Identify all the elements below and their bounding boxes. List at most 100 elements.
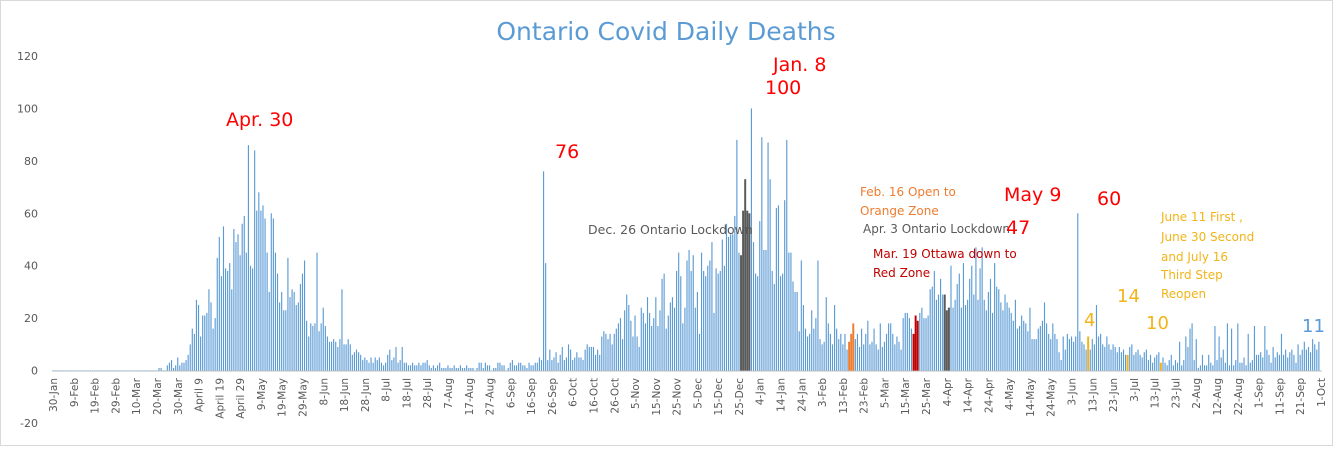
bar — [561, 346, 563, 371]
bar — [1247, 333, 1249, 371]
bar — [983, 299, 985, 371]
bar — [698, 333, 701, 371]
annotation-reopen-line2: June 30 Second — [1160, 230, 1254, 244]
bar — [310, 323, 312, 371]
bar — [424, 362, 426, 371]
bar — [1118, 346, 1120, 371]
x-tick-label: 18-Jun — [339, 378, 351, 412]
bar — [979, 268, 981, 371]
bar — [403, 362, 405, 371]
bar — [362, 360, 364, 371]
bar — [1097, 336, 1100, 371]
bar — [1048, 333, 1050, 371]
bar — [376, 360, 378, 371]
bar — [443, 367, 445, 371]
bar — [806, 336, 809, 371]
bar — [1025, 323, 1027, 371]
bar — [1093, 344, 1095, 371]
bar — [555, 352, 557, 371]
bar — [709, 260, 711, 371]
bar — [1141, 357, 1143, 371]
bar — [318, 331, 320, 371]
bar — [615, 328, 617, 371]
bar — [208, 289, 210, 371]
bar — [971, 265, 973, 371]
bar — [335, 341, 337, 371]
bar — [994, 263, 996, 371]
x-tick-label: 13-Feb — [838, 378, 850, 414]
bar — [653, 318, 655, 371]
bar — [364, 357, 366, 371]
bar — [632, 336, 634, 371]
bar — [54, 370, 56, 372]
bar — [355, 349, 358, 371]
bar — [1285, 349, 1287, 371]
bar — [308, 336, 310, 371]
bar — [60, 370, 62, 372]
x-tick-label: 1-Oct — [1316, 378, 1328, 407]
bar — [898, 341, 900, 371]
annotations: Apr. 30 76 Jan. 8 100 Dec. 26 Ontario Lo… — [226, 54, 1325, 337]
bar — [1077, 213, 1079, 371]
bar — [765, 249, 767, 371]
bar — [177, 357, 179, 371]
bar — [728, 236, 730, 371]
bar — [962, 263, 965, 371]
bar — [659, 310, 661, 371]
bar — [158, 367, 160, 371]
bar — [139, 370, 141, 372]
annotation-mar19-line2: Red Zone — [873, 266, 930, 280]
bar — [1312, 339, 1314, 371]
bar — [1023, 320, 1025, 371]
highlight-bar — [742, 210, 745, 371]
bar — [472, 367, 474, 371]
bar — [478, 362, 480, 371]
bar — [453, 365, 455, 371]
bar — [732, 234, 734, 371]
bar — [842, 344, 844, 371]
bar — [474, 370, 476, 372]
bar — [1310, 352, 1312, 371]
bar — [1255, 354, 1258, 371]
bar — [322, 307, 324, 371]
bar — [52, 370, 54, 372]
bar — [958, 273, 960, 371]
bar — [715, 268, 717, 371]
bar — [977, 299, 979, 371]
bar — [734, 215, 736, 371]
bar — [777, 205, 780, 371]
bar — [497, 362, 499, 371]
bar — [717, 273, 719, 371]
annotation-may9: May 9 — [1004, 184, 1061, 206]
bar — [328, 341, 331, 371]
x-tick-label: 23-Jul — [1170, 378, 1182, 408]
bar — [634, 315, 636, 371]
bar — [1056, 339, 1058, 371]
x-tick-label: 28-Jun — [360, 378, 372, 412]
bar — [266, 252, 268, 371]
bar — [374, 357, 376, 371]
bar — [85, 370, 87, 372]
x-tick-label: 4-May — [1004, 378, 1016, 410]
bar — [102, 370, 104, 372]
bar — [106, 370, 108, 372]
bar — [534, 362, 536, 371]
bar — [509, 362, 511, 371]
bar — [1189, 328, 1191, 371]
bar — [216, 257, 218, 371]
bar — [360, 354, 362, 371]
bar — [480, 362, 482, 371]
bar — [87, 370, 89, 372]
bar — [998, 289, 1000, 371]
bar — [935, 299, 937, 371]
bar — [1104, 346, 1106, 371]
bar — [330, 341, 333, 371]
bar — [1110, 349, 1112, 371]
bar — [372, 362, 374, 371]
x-tick-label: April 19 — [214, 378, 226, 419]
bar — [649, 312, 651, 371]
bar — [314, 323, 316, 371]
bar — [686, 260, 688, 371]
y-tick-label: 80 — [24, 155, 38, 168]
